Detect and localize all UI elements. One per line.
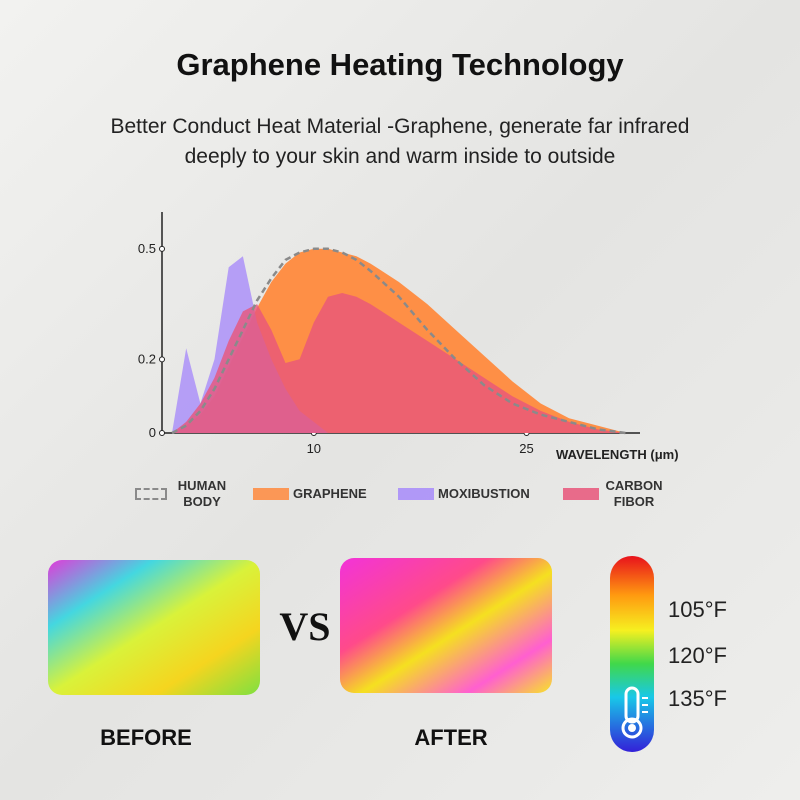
legend-label: HUMAN BODY	[177, 478, 227, 509]
y-tick	[159, 245, 165, 252]
thermometer-icon	[621, 686, 648, 739]
y-tick-label: 0	[149, 425, 156, 440]
legend-item: MOXIBUSTION	[398, 478, 530, 510]
legend-swatch	[398, 488, 434, 500]
after-image	[340, 558, 552, 693]
title: Graphene Heating Technology	[176, 47, 624, 82]
y-tick	[159, 430, 165, 436]
x-axis-label: WAVELENGTH (μm)	[556, 447, 679, 462]
scale-label: 135°F	[668, 686, 727, 711]
vs-label: VS	[279, 604, 330, 649]
legend-swatch	[135, 488, 167, 500]
legend-label: MOXIBUSTION	[438, 486, 530, 501]
scale-label: 105°F	[668, 597, 727, 622]
legend-swatch	[563, 488, 599, 500]
temperature-bar	[610, 556, 654, 752]
legend-item: CARBON FIBOR	[563, 478, 665, 510]
y-tick-label: 0.2	[138, 351, 156, 366]
subtitle: deeply to your skin and warm inside to o…	[185, 145, 616, 168]
before-image	[48, 560, 260, 695]
before-label: BEFORE	[100, 725, 192, 750]
legend-item: HUMAN BODY	[135, 478, 233, 510]
y-tick-label: 0.5	[138, 241, 156, 256]
legend-swatch	[253, 488, 289, 500]
area	[172, 293, 626, 433]
legend-label: CARBON FIBOR	[605, 478, 663, 509]
legend-label: GRAPHENE	[293, 486, 367, 501]
x-tick-label: 10	[307, 441, 321, 456]
after-label: AFTER	[414, 725, 487, 750]
chart: 0 0.2 0.5 10 25 WAVELENGTH (μm)	[138, 212, 679, 462]
y-tick	[159, 356, 165, 363]
legend-item: GRAPHENE	[253, 478, 367, 510]
x-tick-label: 25	[519, 441, 533, 456]
scale-label: 120°F	[668, 643, 727, 668]
subtitle: Better Conduct Heat Material -Graphene, …	[111, 115, 690, 138]
line	[171, 247, 626, 435]
